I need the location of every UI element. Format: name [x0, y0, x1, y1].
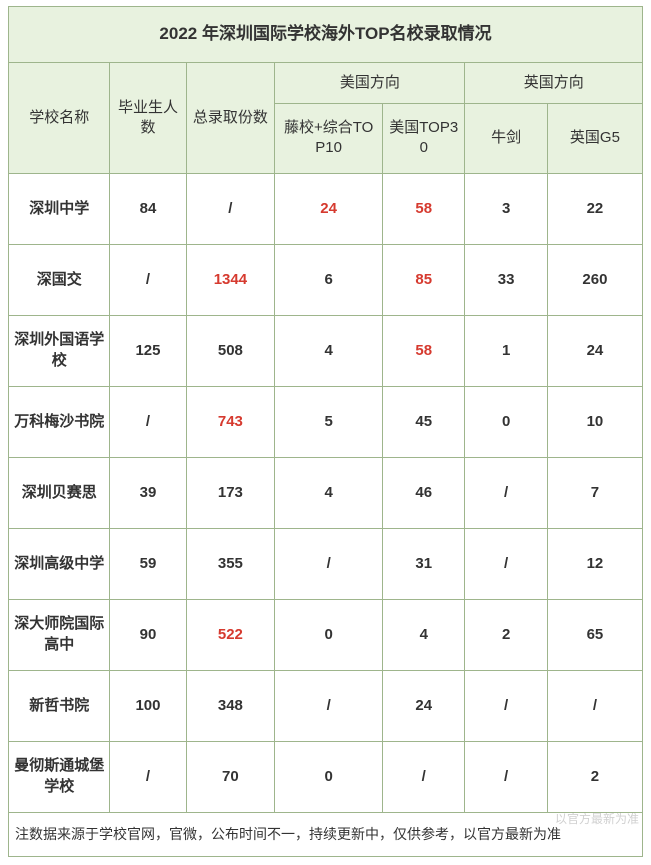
cell-school: 深大师院国际高中: [9, 599, 110, 670]
cell-uk-g5: 260: [547, 244, 642, 315]
cell-us-top10: 4: [275, 457, 383, 528]
col-us-top10: 藤校+综合TOP10: [275, 104, 383, 174]
cell-total: 355: [186, 528, 275, 599]
cell-school: 深圳中学: [9, 173, 110, 244]
table-row: 深圳高级中学59355/31/12: [9, 528, 643, 599]
cell-total: /: [186, 173, 275, 244]
colgroup-uk: 英国方向: [465, 62, 643, 103]
cell-uk-g5: 2: [547, 741, 642, 812]
table-row: 深圳贝赛思39173446/7: [9, 457, 643, 528]
cell-grads: /: [110, 244, 186, 315]
cell-uk-g5: 10: [547, 386, 642, 457]
cell-us-top30: /: [383, 741, 465, 812]
cell-us-top30: 58: [383, 315, 465, 386]
cell-uk-oxbridge: /: [465, 457, 547, 528]
table-row: 深国交/134468533260: [9, 244, 643, 315]
cell-grads: 59: [110, 528, 186, 599]
cell-grads: 84: [110, 173, 186, 244]
cell-total: 1344: [186, 244, 275, 315]
table-row: 万科梅沙书院/743545010: [9, 386, 643, 457]
cell-uk-oxbridge: 1: [465, 315, 547, 386]
cell-uk-g5: 24: [547, 315, 642, 386]
cell-school: 万科梅沙书院: [9, 386, 110, 457]
cell-grads: 90: [110, 599, 186, 670]
table-title: 2022 年深圳国际学校海外TOP名校录取情况: [9, 7, 643, 63]
cell-total: 743: [186, 386, 275, 457]
cell-us-top10: 0: [275, 741, 383, 812]
cell-us-top30: 46: [383, 457, 465, 528]
cell-us-top30: 45: [383, 386, 465, 457]
cell-uk-oxbridge: 0: [465, 386, 547, 457]
cell-us-top10: 6: [275, 244, 383, 315]
cell-total: 348: [186, 670, 275, 741]
cell-us-top10: /: [275, 670, 383, 741]
cell-uk-oxbridge: /: [465, 528, 547, 599]
cell-uk-oxbridge: 33: [465, 244, 547, 315]
colgroup-us: 美国方向: [275, 62, 465, 103]
cell-grads: 125: [110, 315, 186, 386]
cell-uk-oxbridge: /: [465, 741, 547, 812]
table-footnote: 注数据来源于学校官网，官微，公布时间不一，持续更新中，仅供参考，以官方最新为准: [9, 812, 643, 856]
cell-total: 522: [186, 599, 275, 670]
cell-total: 508: [186, 315, 275, 386]
cell-uk-g5: 65: [547, 599, 642, 670]
col-grads: 毕业生人数: [110, 62, 186, 173]
cell-school: 新哲书院: [9, 670, 110, 741]
table-row: 新哲书院100348/24//: [9, 670, 643, 741]
cell-us-top10: 0: [275, 599, 383, 670]
cell-school: 深圳贝赛思: [9, 457, 110, 528]
cell-uk-g5: 7: [547, 457, 642, 528]
cell-grads: 39: [110, 457, 186, 528]
col-uk-g5: 英国G5: [547, 104, 642, 174]
cell-school: 深圳外国语学校: [9, 315, 110, 386]
col-uk-oxbridge: 牛剑: [465, 104, 547, 174]
cell-grads: /: [110, 386, 186, 457]
cell-uk-g5: 12: [547, 528, 642, 599]
cell-school: 曼彻斯通城堡学校: [9, 741, 110, 812]
cell-us-top30: 4: [383, 599, 465, 670]
cell-us-top10: /: [275, 528, 383, 599]
cell-uk-g5: 22: [547, 173, 642, 244]
col-school: 学校名称: [9, 62, 110, 173]
cell-grads: /: [110, 741, 186, 812]
cell-school: 深圳高级中学: [9, 528, 110, 599]
cell-us-top30: 24: [383, 670, 465, 741]
cell-uk-oxbridge: 2: [465, 599, 547, 670]
cell-us-top30: 58: [383, 173, 465, 244]
table-row: 曼彻斯通城堡学校/700//2: [9, 741, 643, 812]
table-row: 深大师院国际高中9052204265: [9, 599, 643, 670]
table-row: 深圳外国语学校125508458124: [9, 315, 643, 386]
cell-us-top10: 5: [275, 386, 383, 457]
col-us-top30: 美国TOP30: [383, 104, 465, 174]
cell-uk-oxbridge: 3: [465, 173, 547, 244]
cell-us-top10: 4: [275, 315, 383, 386]
cell-us-top30: 31: [383, 528, 465, 599]
cell-grads: 100: [110, 670, 186, 741]
cell-school: 深国交: [9, 244, 110, 315]
cell-total: 173: [186, 457, 275, 528]
col-total: 总录取份数: [186, 62, 275, 173]
cell-uk-g5: /: [547, 670, 642, 741]
admissions-table: 2022 年深圳国际学校海外TOP名校录取情况学校名称毕业生人数总录取份数美国方…: [8, 6, 643, 857]
cell-us-top30: 85: [383, 244, 465, 315]
cell-total: 70: [186, 741, 275, 812]
table-row: 深圳中学84/2458322: [9, 173, 643, 244]
cell-uk-oxbridge: /: [465, 670, 547, 741]
cell-us-top10: 24: [275, 173, 383, 244]
